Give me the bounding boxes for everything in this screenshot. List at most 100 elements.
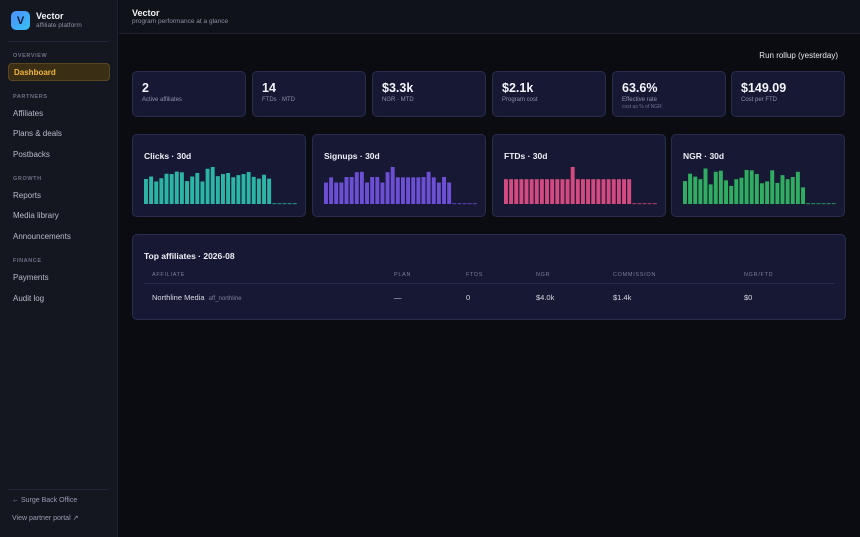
chart-bar xyxy=(272,203,277,205)
chart-bar xyxy=(395,177,400,204)
chart-bar xyxy=(442,176,446,204)
column-header-plan[interactable]: PLAN xyxy=(394,272,412,278)
chart-title: Clicks · 30d xyxy=(144,151,192,161)
chart-bar xyxy=(241,174,246,204)
chart-bar xyxy=(698,179,703,204)
chart-bar xyxy=(760,183,764,204)
chart-bar xyxy=(519,179,524,204)
chart-bar xyxy=(205,168,210,204)
chart-bar xyxy=(586,179,591,204)
sidebar-item-dashboard[interactable]: Dashboard xyxy=(8,63,110,81)
chart-bar xyxy=(581,179,585,204)
chart-bar xyxy=(790,176,795,204)
chart-bar xyxy=(831,203,836,205)
chart-bar xyxy=(724,180,728,204)
back-office-link[interactable]: ← Surge Back Office xyxy=(12,497,78,504)
chart-bar xyxy=(683,181,687,204)
column-header-commission[interactable]: COMMISSION xyxy=(613,272,657,278)
chart-bar xyxy=(365,182,369,204)
chart-bar xyxy=(354,172,359,204)
chart-card-ftds: FTDs · 30d xyxy=(492,134,666,217)
brand[interactable]: V Vector affiliate platform xyxy=(11,11,82,30)
chart-bar xyxy=(703,168,708,204)
chart-bar xyxy=(401,177,405,204)
chart-bar xyxy=(739,177,744,204)
chart-bar xyxy=(292,203,297,205)
chart-bar xyxy=(349,176,354,204)
cell-affiliate[interactable]: Northline Media aff_northline xyxy=(152,293,242,302)
chart-bar xyxy=(509,179,514,204)
sidebar-item-plans-deals[interactable]: Plans & deals xyxy=(13,128,62,138)
sidebar: V Vector affiliate platform OVERVIEW Das… xyxy=(0,0,118,537)
chart-bar xyxy=(770,170,775,204)
chart-bar xyxy=(210,167,215,204)
chart-bar xyxy=(256,178,261,204)
chart-bar xyxy=(622,179,626,204)
chart-bar xyxy=(826,203,831,205)
sidebar-item-reports[interactable]: Reports xyxy=(13,190,42,200)
chart-bar xyxy=(262,174,266,204)
chart-bar xyxy=(616,179,621,204)
sidebar-item-audit-log[interactable]: Audit log xyxy=(13,293,45,303)
chart-bar xyxy=(688,173,693,204)
sidebar-item-media-library[interactable]: Media library xyxy=(13,210,59,220)
chart-bar xyxy=(164,173,169,204)
logo-icon: V xyxy=(11,11,30,30)
chart-bar xyxy=(344,176,349,204)
kpi-label: FTDs · MTD xyxy=(262,97,295,103)
chart-bar xyxy=(734,179,739,204)
chart-bar xyxy=(452,203,457,205)
column-header-ftds[interactable]: FTDS xyxy=(466,272,484,278)
chart-bar xyxy=(215,176,220,204)
chart-card-clicks: Clicks · 30d xyxy=(132,134,306,217)
chart-bar xyxy=(555,179,560,204)
cell-ftds: 0 xyxy=(466,293,471,302)
sidebar-divider xyxy=(8,41,109,42)
chart-bar xyxy=(524,179,529,204)
affiliate-name[interactable]: Northline Media xyxy=(152,293,205,302)
sidebar-item-affiliates[interactable]: Affiliates xyxy=(13,108,44,118)
sidebar-item-payments[interactable]: Payments xyxy=(13,272,49,282)
chart-bar xyxy=(575,179,580,204)
column-header-ngr-ftd[interactable]: NGR/FTD xyxy=(744,272,774,278)
chart-bar xyxy=(411,177,416,204)
chart-bar xyxy=(560,179,565,204)
chart-bar xyxy=(780,175,785,204)
chart-bar xyxy=(154,181,159,204)
kpi-card-ngr-mtd: $3.3k NGR · MTD xyxy=(372,71,486,117)
table-title: Top affiliates · 2026-08 xyxy=(144,251,235,261)
chart-bar xyxy=(406,177,411,204)
run-rollup-button[interactable]: Run rollup (yesterday) xyxy=(752,49,838,61)
chart-bar xyxy=(200,181,205,204)
affiliate-id: aff_northline xyxy=(208,296,242,302)
chart-bar xyxy=(550,179,555,204)
kpi-card-effective-rate: 63.6% Effective rate cost as % of NGR xyxy=(612,71,726,117)
kpi-label: Active affiliates xyxy=(142,97,182,103)
ngr-bar-chart xyxy=(683,168,836,205)
chart-bar xyxy=(637,203,642,205)
chart-bar xyxy=(339,182,344,204)
chart-bar xyxy=(529,179,534,204)
chart-bar xyxy=(375,176,380,204)
column-header-affiliate[interactable]: AFFILIATE xyxy=(152,272,186,278)
kpi-value: 14 xyxy=(262,81,276,95)
cell-plan: — xyxy=(394,293,402,302)
partner-portal-link[interactable]: View partner portal ↗ xyxy=(12,515,79,522)
chart-bar xyxy=(179,172,184,204)
section-partners: PARTNERS xyxy=(13,94,48,100)
cell-commission: $1.4k xyxy=(613,293,632,302)
chart-bar xyxy=(627,179,632,204)
sidebar-item-postbacks[interactable]: Postbacks xyxy=(13,149,50,159)
chart-bar xyxy=(416,177,421,204)
chart-bar xyxy=(570,167,575,204)
sidebar-item-announcements[interactable]: Announcements xyxy=(13,231,71,241)
chart-bar xyxy=(385,172,390,204)
column-header-ngr[interactable]: NGR xyxy=(536,272,551,278)
chart-bar xyxy=(190,176,195,204)
chart-bar xyxy=(652,203,657,205)
chart-bar xyxy=(185,181,189,204)
top-affiliates-card: Top affiliates · 2026-08 AFFILIATE PLAN … xyxy=(132,234,846,320)
kpi-card-program-cost: $2.1k Program cost xyxy=(492,71,606,117)
chart-title: Signups · 30d xyxy=(324,151,380,161)
chart-bar xyxy=(611,179,616,204)
